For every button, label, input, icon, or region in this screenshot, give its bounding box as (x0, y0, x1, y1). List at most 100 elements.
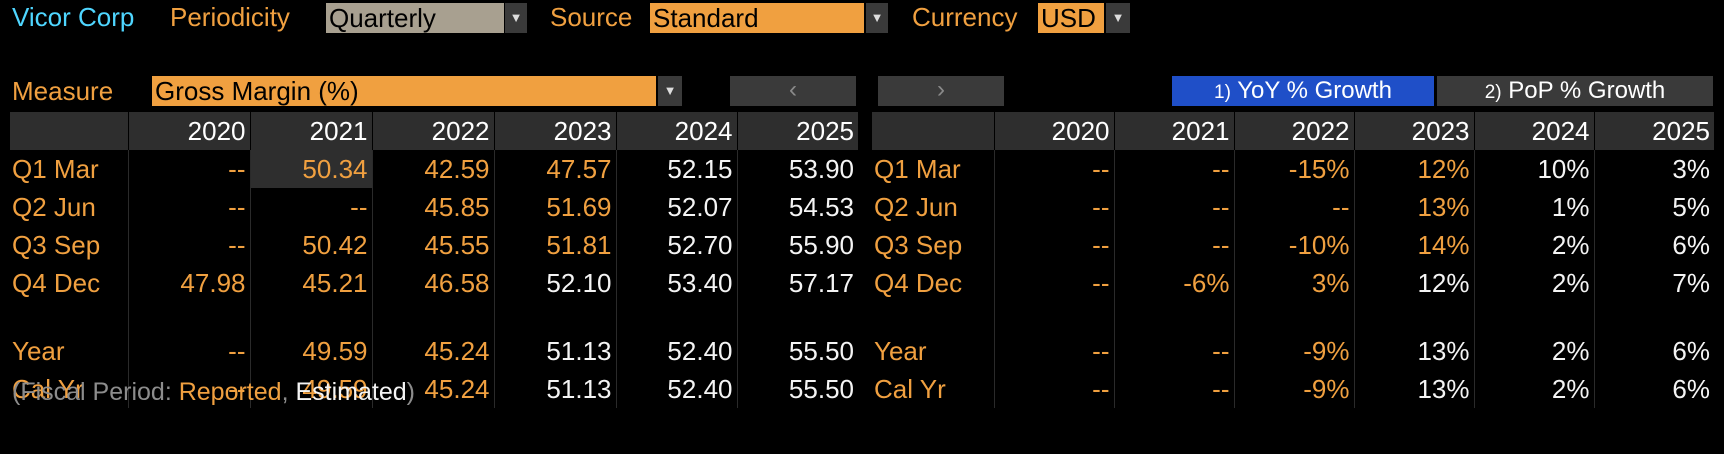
row-label: Year (12, 335, 65, 366)
periodicity-chevron-down-icon[interactable]: ▼ (505, 3, 527, 33)
year-header: 2020 (127, 112, 250, 150)
value-cell[interactable]: 52.70 (615, 226, 737, 264)
tab-pop-num: 2) (1484, 82, 1502, 103)
value-cell[interactable]: -9% (1233, 370, 1354, 408)
value-cell[interactable]: 52.15 (615, 150, 737, 188)
value-cell[interactable]: 49.59 (249, 332, 372, 370)
value-cell[interactable]: 53.90 (736, 150, 858, 188)
currency-dropdown[interactable]: USD (1038, 3, 1104, 33)
value-cell[interactable]: 51.13 (493, 332, 616, 370)
currency-chevron-down-icon[interactable]: ▼ (1106, 3, 1130, 33)
value-cell[interactable]: -- (127, 188, 250, 226)
value-cell[interactable]: 50.42 (249, 226, 372, 264)
value-cell[interactable]: 13% (1353, 188, 1474, 226)
table-row: Year -- -- -9% 13% 2% 6% (872, 332, 1714, 370)
value-cell[interactable]: -10% (1233, 226, 1354, 264)
value-cell[interactable]: 52.10 (493, 264, 616, 302)
value-cell[interactable]: 54.53 (736, 188, 858, 226)
value-cell[interactable]: 2% (1473, 332, 1594, 370)
value-cell[interactable]: 6% (1593, 226, 1714, 264)
value-cell[interactable]: -- (249, 188, 372, 226)
value-cell[interactable]: 10% (1473, 150, 1594, 188)
source-chevron-down-icon[interactable]: ▼ (866, 3, 888, 33)
value-cell[interactable]: -- (1113, 188, 1234, 226)
measure-dropdown[interactable]: Gross Margin (%) (152, 76, 656, 106)
value-cell[interactable]: 51.13 (493, 370, 616, 408)
value-cell[interactable]: 13% (1353, 370, 1474, 408)
value-cell[interactable]: 49.59 (249, 370, 372, 408)
spacer-row (10, 302, 858, 332)
value-cell[interactable]: 2% (1473, 370, 1594, 408)
measure-chevron-down-icon[interactable]: ▼ (658, 76, 682, 106)
table-row: Q3 Sep -- 50.42 45.55 51.81 52.70 55.90 (10, 226, 858, 264)
corner-header (872, 112, 994, 150)
value-cell[interactable]: -- (1113, 150, 1234, 188)
value-cell[interactable]: 55.90 (736, 226, 858, 264)
value-cell[interactable]: 45.21 (249, 264, 372, 302)
currency-label: Currency (912, 2, 1018, 32)
value-cell[interactable]: 46.58 (371, 264, 494, 302)
value-cell[interactable]: 45.85 (371, 188, 494, 226)
tab-yoy-growth[interactable]: 1) YoY % Growth (1172, 76, 1434, 106)
legend-sep: , (281, 378, 296, 406)
value-cell[interactable]: 2% (1473, 226, 1594, 264)
value-cell[interactable]: 14% (1353, 226, 1474, 264)
value-cell[interactable]: -- (127, 332, 250, 370)
tab-pop-growth[interactable]: 2) PoP % Growth (1437, 76, 1713, 106)
value-cell[interactable]: -- (993, 332, 1114, 370)
value-cell[interactable]: -- (993, 150, 1114, 188)
prev-page-button[interactable]: ‹ (730, 76, 856, 106)
value-cell[interactable]: 51.81 (493, 226, 616, 264)
value-cell[interactable]: 45.24 (371, 332, 494, 370)
next-page-button[interactable]: › (878, 76, 1004, 106)
value-cell[interactable]: 6% (1593, 370, 1714, 408)
value-cell[interactable]: -- (993, 188, 1114, 226)
value-cell[interactable]: -6% (1113, 264, 1234, 302)
value-cell[interactable]: 12% (1353, 150, 1474, 188)
value-cell[interactable]: 5% (1593, 188, 1714, 226)
company-name: Vicor Corp (12, 2, 135, 32)
value-cell[interactable]: 55.50 (736, 332, 858, 370)
table-row: Q2 Jun -- -- -- 13% 1% 5% (872, 188, 1714, 226)
value-cell[interactable]: -- (127, 226, 250, 264)
value-cell[interactable]: 47.57 (493, 150, 616, 188)
value-cell[interactable]: 52.07 (615, 188, 737, 226)
value-cell[interactable]: 42.59 (371, 150, 494, 188)
value-cell[interactable]: 51.69 (493, 188, 616, 226)
value-cell[interactable]: 6% (1593, 332, 1714, 370)
value-cell[interactable]: -- (1233, 188, 1354, 226)
value-cell[interactable]: 13% (1353, 332, 1474, 370)
value-cell[interactable]: -- (127, 150, 250, 188)
value-cell[interactable]: -- (1113, 226, 1234, 264)
value-cell[interactable]: 12% (1353, 264, 1474, 302)
value-cell[interactable]: 3% (1593, 150, 1714, 188)
value-cell[interactable]: -- (993, 264, 1114, 302)
value-cell[interactable]: 52.40 (615, 332, 737, 370)
chevron-left-icon: ‹ (789, 76, 797, 103)
value-cell[interactable]: 45.24 (371, 370, 494, 408)
source-dropdown[interactable]: Standard (650, 3, 864, 33)
value-cell[interactable]: 3% (1233, 264, 1354, 302)
value-cell[interactable]: 7% (1593, 264, 1714, 302)
legend-open: (Fiscal Period: (12, 378, 179, 406)
value-cell[interactable]: 47.98 (127, 264, 250, 302)
periodicity-dropdown[interactable]: Quarterly (326, 3, 504, 33)
value-cell[interactable]: -- (1113, 332, 1234, 370)
value-cell[interactable]: 52.40 (615, 370, 737, 408)
growth-table: 2020 2021 2022 2023 2024 2025 Q1 Mar -- … (872, 112, 1714, 408)
value-cell[interactable]: -- (127, 370, 250, 408)
value-cell[interactable]: 55.50 (736, 370, 858, 408)
periodicity-value: Quarterly (329, 3, 436, 33)
value-cell[interactable]: 45.55 (371, 226, 494, 264)
value-cell[interactable]: 57.17 (736, 264, 858, 302)
value-cell[interactable]: 1% (1473, 188, 1594, 226)
value-cell[interactable]: 53.40 (615, 264, 737, 302)
value-cell[interactable]: -- (1113, 370, 1234, 408)
value-cell-selected[interactable]: 50.34 (249, 150, 372, 188)
value-cell[interactable]: -15% (1233, 150, 1354, 188)
value-cell[interactable]: -- (993, 370, 1114, 408)
gross-margin-table: 2020 2021 2022 2023 2024 2025 Q1 Mar -- … (10, 112, 858, 408)
value-cell[interactable]: -9% (1233, 332, 1354, 370)
value-cell[interactable]: -- (993, 226, 1114, 264)
value-cell[interactable]: 2% (1473, 264, 1594, 302)
